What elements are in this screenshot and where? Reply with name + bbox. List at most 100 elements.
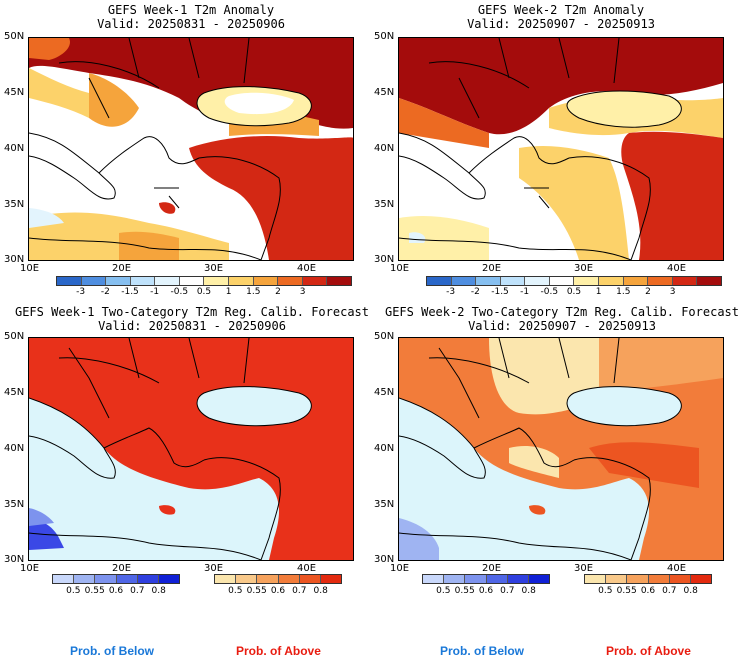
colorbar-cell	[53, 575, 75, 583]
map3-lon-30e: 30E	[204, 563, 224, 574]
prob-below-colorbar-week2	[422, 574, 550, 584]
panel1-valid-text: Valid: 20250831 - 20250906	[97, 17, 285, 31]
colorbar-tick-label: 2	[645, 287, 651, 297]
panel1-title: GEFS Week-1 T2m Anomaly Valid: 20250831 …	[28, 3, 354, 31]
prob-below-colorbar-week1	[52, 574, 180, 584]
colorbar-cell	[525, 277, 550, 285]
colorbar-cell	[697, 277, 721, 285]
map3-lat-35n: 35N	[4, 499, 25, 510]
colorbar-tick-label: 0.55	[454, 586, 475, 596]
colorbar-tick-label: 0.55	[616, 586, 637, 596]
panel3-valid-text: Valid: 20250831 - 20250906	[98, 319, 286, 333]
map4-lat-50n: 50N	[374, 331, 395, 342]
colorbar-cell	[606, 575, 628, 583]
footer-prob-above-left: Prob. of Above	[236, 644, 321, 658]
map4-lon-10e: 10E	[390, 563, 410, 574]
colorbar-cell	[320, 575, 342, 583]
map4-lat-45n: 45N	[374, 387, 395, 398]
map4-lon-20e: 20E	[482, 563, 502, 574]
map3-lon-20e: 20E	[112, 563, 132, 574]
colorbar-cell	[257, 575, 279, 583]
colorbar-tick-label: 0.5	[66, 586, 81, 596]
colorbar-tick-label: -3	[446, 287, 456, 297]
colorbar-cell	[528, 575, 550, 583]
colorbar-cell	[465, 575, 487, 583]
week2-anomaly-map	[398, 37, 724, 261]
panel2-title: GEFS Week-2 T2m Anomaly Valid: 20250907 …	[398, 3, 724, 31]
panel1-title-text: GEFS Week-1 T2m Anomaly	[107, 3, 275, 17]
colorbar-cell	[507, 575, 529, 583]
colorbar-cell	[155, 277, 180, 285]
footer-prob-below-right: Prob. of Below	[440, 644, 524, 658]
map1-lat-45n: 45N	[4, 87, 25, 98]
map4-lat-30n: 30N	[374, 554, 395, 565]
map2-lon-40e: 40E	[667, 263, 687, 274]
colorbar-tick-label: 3	[669, 287, 676, 297]
colorbar-cell	[236, 575, 258, 583]
colorbar-tick-label: 0.5	[436, 586, 451, 596]
map3-lon-10e: 10E	[20, 563, 40, 574]
map1-lon-30e: 30E	[204, 263, 224, 274]
colorbar-cell	[427, 277, 452, 285]
colorbar-cell	[476, 277, 501, 285]
colorbar-tick-label: -2	[470, 287, 480, 297]
map2-lat-40n: 40N	[374, 143, 395, 154]
colorbar-cell	[423, 575, 445, 583]
map1-lat-40n: 40N	[4, 143, 25, 154]
map1-lon-20e: 20E	[112, 263, 132, 274]
colorbar-cell	[672, 277, 698, 285]
anomaly-colorbar-week2	[426, 276, 722, 286]
colorbar-cell	[81, 277, 107, 285]
map1-lon-40e: 40E	[297, 263, 317, 274]
map2-lon-20e: 20E	[482, 263, 502, 274]
colorbar-cell	[215, 575, 237, 583]
colorbar-cell	[204, 277, 230, 285]
colorbar-cell	[623, 277, 649, 285]
colorbar-cell	[299, 575, 321, 583]
colorbar-cell	[669, 575, 691, 583]
colorbar-cell	[574, 277, 600, 285]
colorbar-tick-label: 1	[595, 287, 602, 297]
colorbar-cell	[74, 575, 96, 583]
colorbar-tick-label: 0.6	[640, 586, 656, 596]
colorbar-tick-label: 1.5	[246, 287, 261, 297]
colorbar-tick-label: -1	[520, 287, 530, 297]
colorbar-tick-label: 0.5	[228, 586, 243, 596]
map4-lat-40n: 40N	[374, 443, 395, 454]
colorbar-tick-label: -1.5	[121, 287, 139, 297]
panel3-title: GEFS Week-1 Two-Category T2m Reg. Calib.…	[14, 305, 370, 333]
colorbar-cell	[158, 575, 180, 583]
colorbar-tick-label: -0.5	[170, 287, 189, 297]
map3-lat-50n: 50N	[4, 331, 25, 342]
colorbar-tick-label: 0.55	[246, 586, 267, 596]
colorbar-tick-label: 0.6	[108, 586, 124, 596]
colorbar-cell	[585, 575, 607, 583]
colorbar-tick-label: 0.7	[500, 586, 515, 596]
colorbar-tick-label: 1.5	[616, 287, 631, 297]
footer-prob-above-right: Prob. of Above	[606, 644, 691, 658]
colorbar-tick-label: 0.55	[84, 586, 105, 596]
map2-lat-35n: 35N	[374, 199, 395, 210]
colorbar-tick-label: 0.5	[196, 287, 212, 297]
panel2-valid-text: Valid: 20250907 - 20250913	[467, 17, 655, 31]
colorbar-cell	[451, 277, 477, 285]
map3-lat-30n: 30N	[4, 554, 25, 565]
map3-lat-40n: 40N	[4, 443, 25, 454]
map1-lat-30n: 30N	[4, 254, 25, 265]
map1-lon-10e: 10E	[20, 263, 40, 274]
map4-lon-30e: 30E	[574, 563, 594, 574]
colorbar-tick-label: 0.6	[478, 586, 494, 596]
colorbar-cell	[486, 575, 508, 583]
colorbar-cell	[444, 575, 466, 583]
panel3-title-text: GEFS Week-1 Two-Category T2m Reg. Calib.…	[14, 305, 369, 319]
prob-above-colorbar-week2	[584, 574, 712, 584]
colorbar-cell	[106, 277, 131, 285]
footer-prob-below-left: Prob. of Below	[70, 644, 154, 658]
colorbar-cell	[278, 575, 300, 583]
colorbar-tick-label: 0.8	[151, 586, 166, 596]
colorbar-tick-label: -1.5	[491, 287, 509, 297]
colorbar-cell	[253, 277, 279, 285]
colorbar-cell	[690, 575, 712, 583]
week1-probability-map	[28, 337, 354, 561]
map2-lon-30e: 30E	[574, 263, 594, 274]
